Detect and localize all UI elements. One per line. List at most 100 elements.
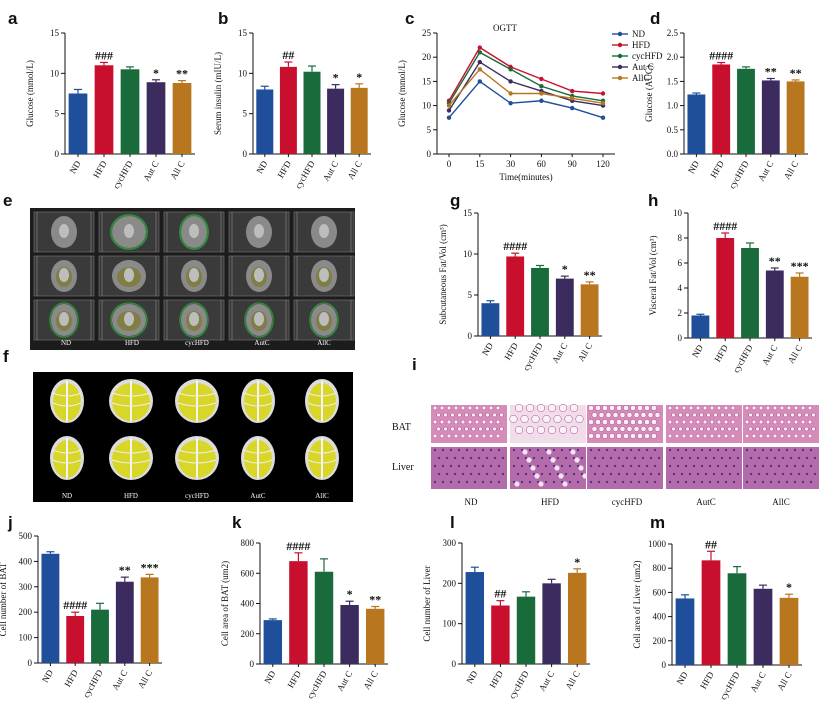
histology-lipid-droplet [558, 473, 564, 479]
histology-cell [595, 433, 601, 439]
histology-nucleus [720, 456, 724, 460]
histology-nucleus [501, 472, 505, 476]
histology-nucleus [597, 464, 601, 468]
histology-nucleus [801, 464, 805, 468]
histology-cell [450, 412, 455, 418]
series-point [539, 76, 544, 82]
chart-title: OGTT [493, 23, 517, 33]
reconstruction-specimen [50, 379, 84, 423]
histology-cell [474, 419, 480, 425]
chart-d: d 0.0 0.5 1.0 1.5 2.0 2.5 Glucose (AUC) ND #### HF… [644, 9, 808, 190]
histology-nucleus [528, 448, 532, 452]
histology-cell [520, 414, 529, 424]
histology-nucleus [668, 480, 672, 484]
histology-nucleus [753, 464, 757, 468]
histology-nucleus [465, 464, 469, 468]
mri-organ [189, 224, 199, 238]
histology-nucleus [724, 448, 728, 452]
histology-cell [723, 433, 729, 439]
histology-cell [446, 405, 452, 411]
histology-cell [779, 419, 785, 425]
significance-marker: #### [286, 539, 310, 553]
histology-nucleus [777, 464, 781, 468]
legend-marker [617, 64, 623, 70]
histology-lipid-droplet [574, 457, 580, 463]
bar [555, 278, 574, 336]
histology-nucleus [633, 472, 637, 476]
histology-nucleus [441, 480, 445, 484]
histology-cell [623, 405, 629, 411]
histology-nucleus [625, 456, 629, 460]
histology-nucleus [544, 448, 548, 452]
y-tick-label: 0 [678, 333, 683, 343]
histology-cell [688, 405, 694, 411]
histology-cell [702, 419, 708, 425]
legend-entry: cycHFD [632, 51, 663, 61]
histology-cell [758, 405, 764, 411]
mri-organ [59, 268, 69, 282]
y-axis-label: Cell area of Liver (um2) [632, 561, 642, 649]
bar [314, 571, 334, 664]
histology-cell [734, 412, 739, 418]
histology-cell [609, 419, 615, 425]
y-tick-label: 0.5 [667, 125, 679, 135]
histology-nucleus [809, 464, 813, 468]
histology-cell [727, 426, 732, 432]
histology-cell [602, 433, 608, 439]
mri-label-hfd: HFD [125, 339, 139, 347]
histology-cell [644, 433, 650, 439]
histology-cell [626, 426, 633, 432]
significance-marker: * [786, 580, 792, 594]
histology-cell [439, 433, 445, 439]
histology-nucleus [449, 448, 453, 452]
panel-label-a: a [8, 9, 18, 28]
histology-cell [436, 412, 441, 418]
y-axis-label: Glucose (mmol/L) [397, 60, 407, 127]
x-tick-label: Aut C [110, 668, 130, 692]
histology-cell [453, 419, 459, 425]
histology-nucleus [473, 464, 477, 468]
x-tick-label: HFD [275, 159, 293, 180]
bar [303, 71, 321, 154]
histology-cell [564, 414, 573, 424]
histology-cell [605, 426, 612, 432]
histology-cell [678, 426, 683, 432]
histology-cell [807, 419, 813, 425]
histology-nucleus [676, 464, 680, 468]
chart-a: a 0 5 10 15 Glucose (mmol/L) ND ### HFD cycHFD * Au… [8, 9, 195, 190]
histology-cell [492, 426, 497, 432]
histology-nucleus [512, 448, 516, 452]
histology-cell [569, 425, 579, 435]
y-tick-label: 0.0 [667, 149, 679, 159]
y-tick-label: 5 [243, 109, 248, 119]
histology-nucleus [668, 448, 672, 452]
histology-cell [651, 433, 657, 439]
histology-nucleus [696, 456, 700, 460]
histology-cell [623, 433, 629, 439]
bar [516, 596, 536, 664]
panel-i: i BAT Liver ND HFD cycHFD AutC AllC [392, 355, 819, 507]
mri-organ [124, 224, 134, 238]
histology-nucleus [789, 456, 793, 460]
y-axis-label: Cell number of Liver [422, 565, 432, 641]
histology-lipid-droplet [546, 449, 552, 455]
x-tick-label: ND [262, 669, 277, 686]
histology-lipid-droplet [554, 465, 560, 471]
y-tick-label: 8 [678, 233, 683, 243]
histology-cell [509, 414, 518, 424]
histology-nucleus [728, 472, 732, 476]
y-tick-label: 600 [653, 587, 667, 597]
histology-nucleus [724, 480, 728, 484]
histology-cell [723, 405, 729, 411]
histology-nucleus [449, 480, 453, 484]
reconstruction-rib [111, 459, 151, 464]
histology-nucleus [813, 456, 817, 460]
y-tick-label: 10 [422, 101, 432, 111]
histology-nucleus [613, 448, 617, 452]
y-tick-label: 400 [19, 556, 33, 566]
histology-nucleus [641, 472, 645, 476]
histology-nucleus [793, 448, 797, 452]
recon-label-nd: ND [62, 492, 72, 500]
bar [289, 561, 308, 664]
y-tick-label: 500 [19, 531, 33, 541]
